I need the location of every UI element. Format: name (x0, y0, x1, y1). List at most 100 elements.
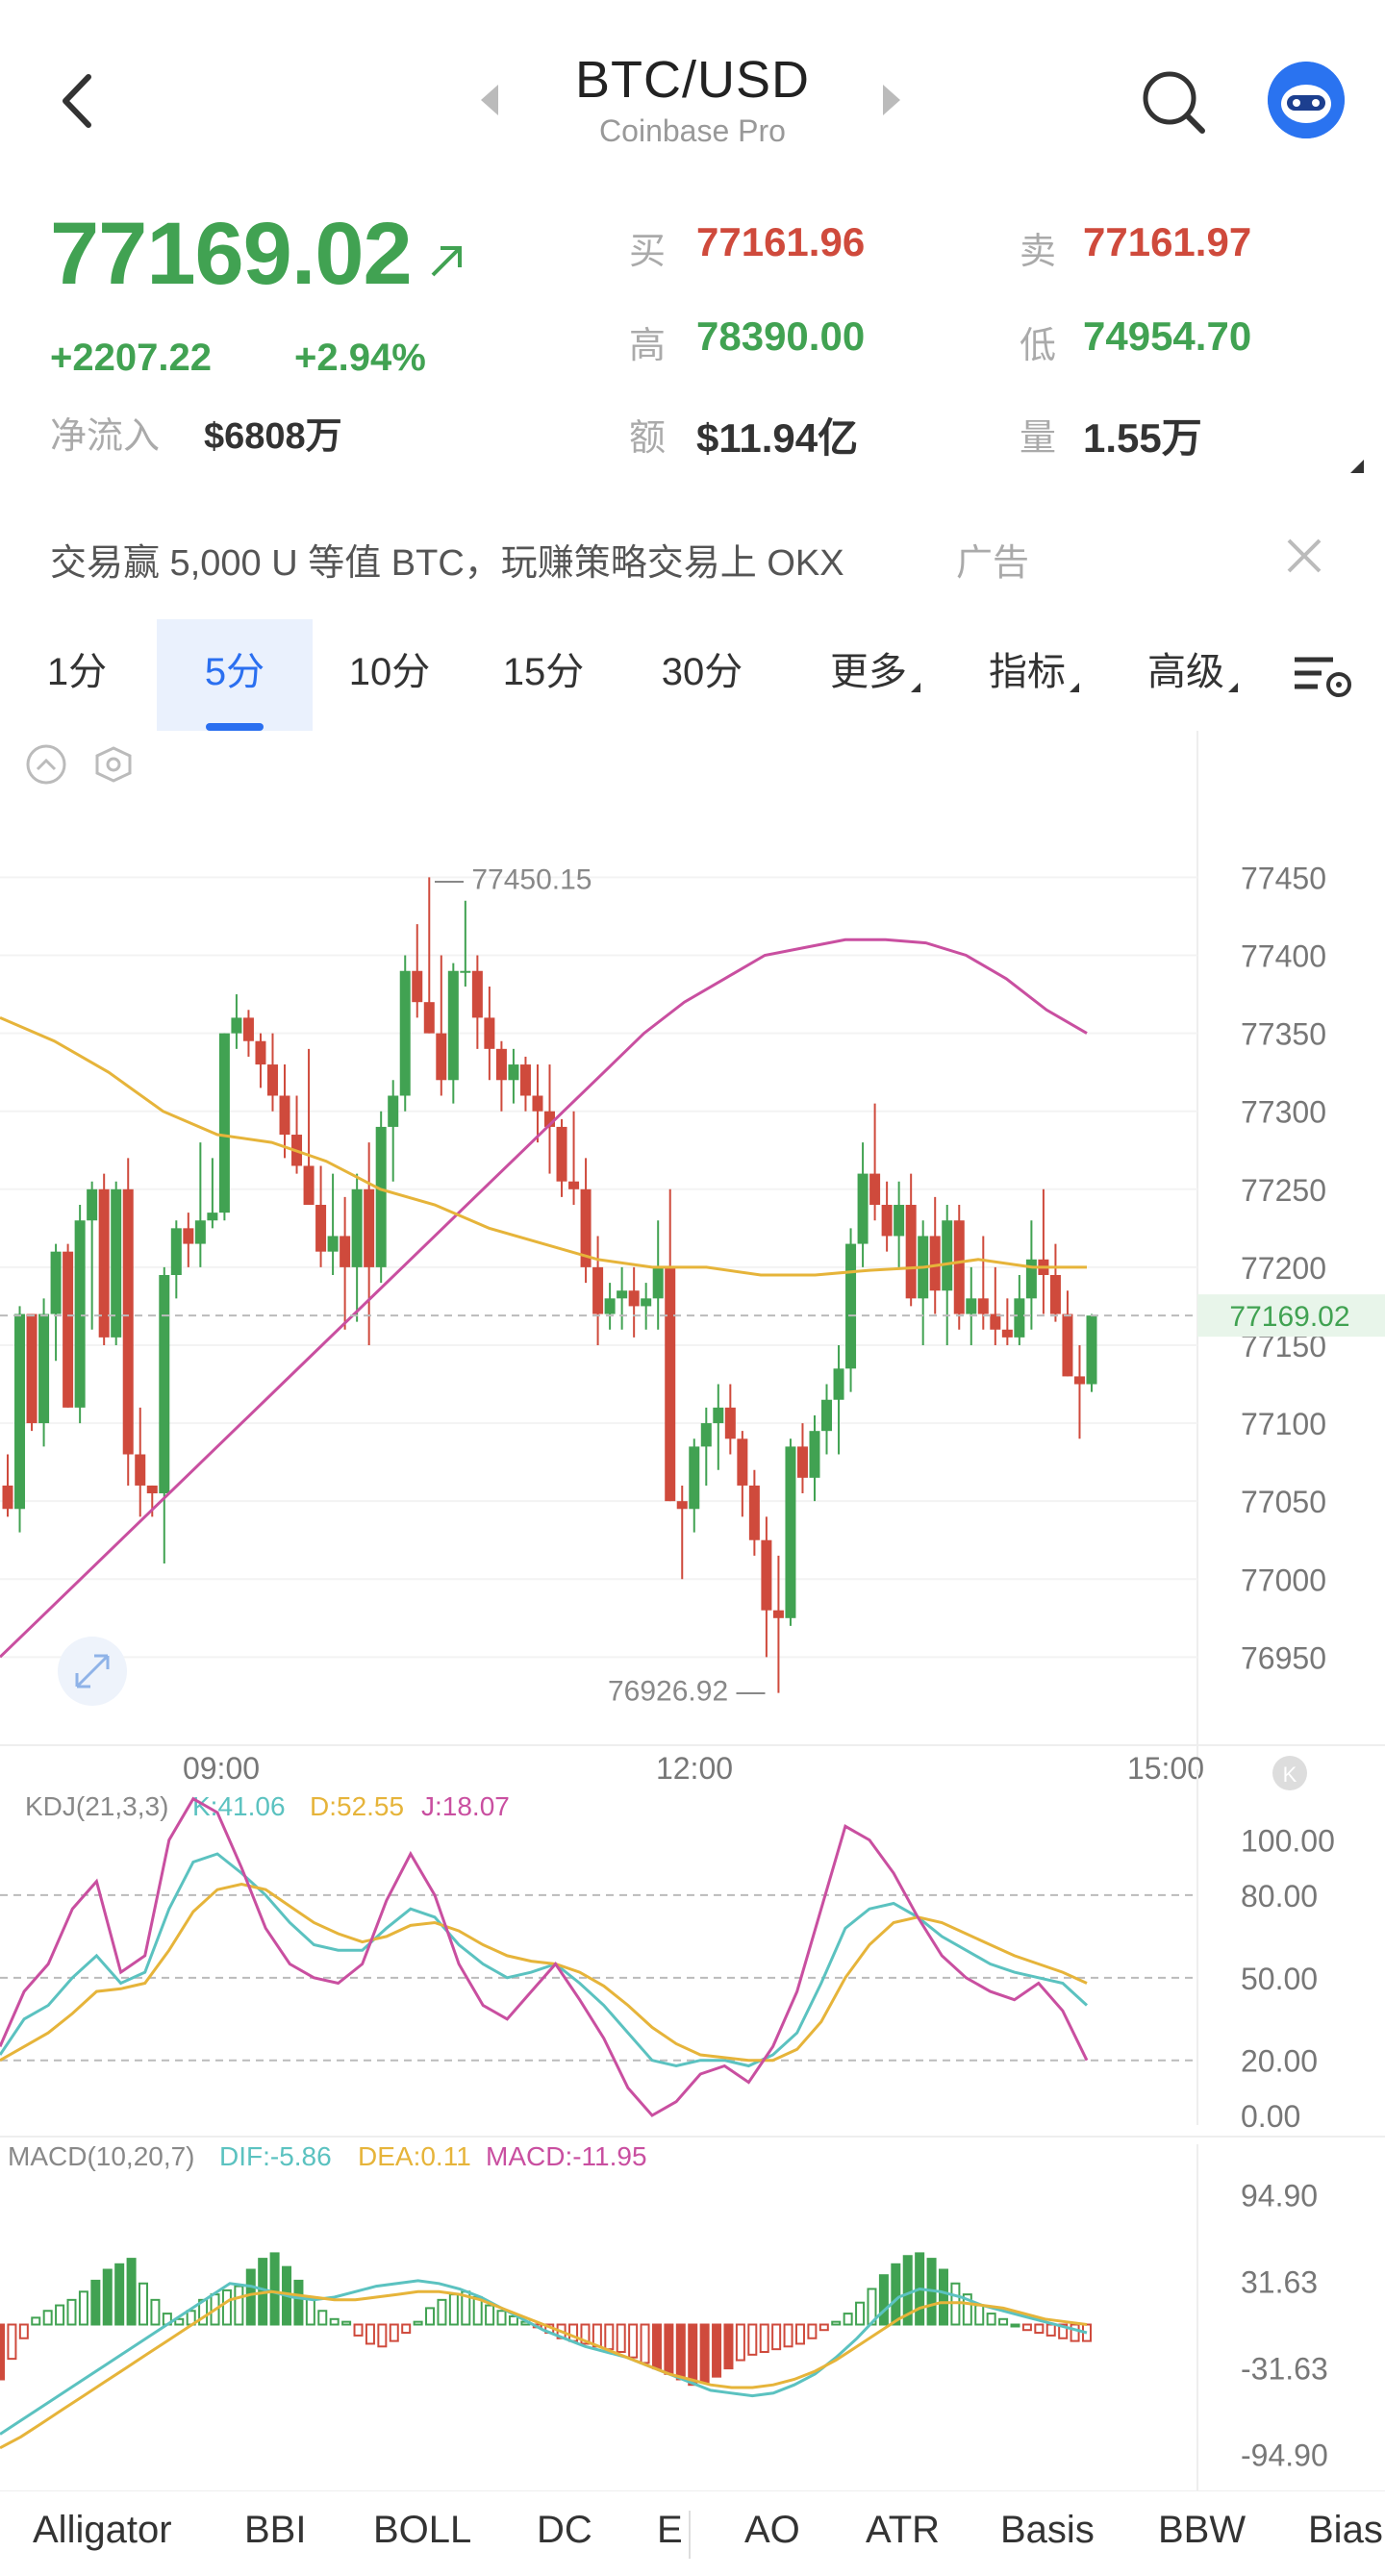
tab-label: 更多 (830, 651, 907, 693)
ad-banner-text[interactable]: 交易赢 5,000 U 等值 BTC，玩赚策略交易上 OKX (50, 543, 844, 584)
indicator-basis[interactable]: Basis (1000, 2509, 1095, 2551)
macd-tick-label: -31.63 (1241, 2352, 1328, 2387)
candle-body (63, 1251, 74, 1408)
ad-tag: 广告 (956, 543, 1030, 584)
dropdown-triangle-icon (1070, 683, 1079, 692)
indicator-ao[interactable]: AO (744, 2509, 800, 2551)
macd-bar (902, 2255, 913, 2326)
back-arrow-icon[interactable] (48, 58, 106, 144)
indicator-dc[interactable]: DC (537, 2509, 592, 2551)
price-chart[interactable]: 7745077400773507730077250772007715077100… (0, 731, 1385, 2490)
macd-bar (234, 2285, 244, 2326)
candle-body (737, 1438, 748, 1486)
candle-body (26, 1313, 38, 1424)
close-icon[interactable] (1283, 535, 1325, 577)
tab-5m[interactable]: 5分 (157, 619, 313, 731)
tab-30m[interactable]: 30分 (640, 619, 765, 731)
macd-bar (437, 2298, 447, 2326)
tab-more[interactable]: 更多 (808, 619, 943, 731)
candle-body (821, 1399, 833, 1432)
gear-center-icon (106, 757, 121, 772)
candle-body (471, 970, 483, 1018)
volume-label: 量 (1020, 418, 1057, 459)
y-tick-label: 77050 (1241, 1485, 1326, 1519)
robot-avatar-icon[interactable] (1268, 62, 1345, 138)
kdj-panel: KDJ(21,3,3) K:41.06 D:52.55 J:18.07100.0080… (0, 1769, 1385, 2138)
indicator-alligator[interactable]: Alligator (33, 2509, 172, 2551)
candle-body (532, 1095, 543, 1112)
candle-body (266, 1064, 278, 1096)
prev-pair-icon[interactable] (481, 85, 498, 115)
candle-body (869, 1173, 881, 1206)
x-tick-label: 12:00 (656, 1751, 733, 1786)
pan-handle-label: K (1283, 1763, 1297, 1787)
tab-advanced[interactable]: 高级 (1125, 619, 1260, 731)
tab-label: 指标 (989, 651, 1066, 693)
pair-title[interactable]: BTC/USD Coinbase Pro (404, 50, 981, 149)
candle-body (218, 1033, 230, 1213)
macd-bar (651, 2323, 662, 2370)
candle-body (700, 1423, 712, 1447)
tab-indicators[interactable]: 指标 (967, 619, 1101, 731)
candle-body (929, 1236, 941, 1291)
indicator-bbi[interactable]: BBI (244, 2509, 307, 2551)
candle-body (87, 1188, 98, 1221)
candle-body (255, 1040, 266, 1065)
tab-15m[interactable]: 15分 (481, 619, 606, 731)
candle-body (388, 1095, 399, 1127)
indicator-bbw[interactable]: BBW (1158, 2509, 1246, 2551)
search-icon[interactable] (1139, 67, 1208, 137)
macd-bar (1070, 2323, 1080, 2342)
macd-bar (317, 2310, 328, 2326)
indicator-atr[interactable]: ATR (866, 2509, 941, 2551)
candle-body (436, 1033, 447, 1081)
macd-bar (126, 2258, 137, 2326)
chart-settings-icon[interactable] (1289, 646, 1356, 704)
net-inflow-label: 净流入 (50, 416, 161, 457)
kdj-d-line (0, 1882, 1088, 2063)
macd-bar (448, 2293, 459, 2326)
macd-bar (78, 2290, 88, 2326)
next-pair-icon[interactable] (883, 85, 900, 115)
tab-10m[interactable]: 10分 (327, 619, 452, 731)
y-tick-label: 77000 (1241, 1563, 1326, 1597)
macd-dif-line (0, 2279, 1088, 2436)
candlestick-panel: 7745077400773507730077250772007715077100… (0, 731, 1385, 1790)
exchange-name: Coinbase Pro (599, 113, 786, 148)
macd-bar (496, 2310, 507, 2326)
candle-body (894, 1205, 905, 1237)
ask-label: 卖 (1020, 232, 1057, 272)
macd-bar (998, 2317, 1009, 2326)
candle-body (194, 1220, 206, 1244)
macd-bar (389, 2323, 399, 2342)
candle-body (364, 1188, 375, 1267)
kdj-d-label: D:52.55 (310, 1791, 404, 1821)
candle-body (231, 1017, 242, 1034)
candle-body (183, 1228, 194, 1244)
candle-body (519, 1064, 531, 1096)
macd-bar (413, 2320, 423, 2326)
y-tick-label: 77350 (1241, 1017, 1326, 1052)
macd-bar (986, 2313, 996, 2326)
kdj-tick-label: 50.00 (1241, 1962, 1318, 1996)
tab-label: 30分 (661, 651, 743, 693)
tab-1m[interactable]: 1分 (19, 619, 135, 731)
candle-body (724, 1407, 736, 1439)
indicator-e[interactable]: E (657, 2509, 683, 2551)
dropdown-triangle-icon (1228, 683, 1238, 692)
macd-bar (0, 2323, 5, 2381)
candle-body (977, 1298, 989, 1314)
indicator-bias[interactable]: Bias (1308, 2509, 1383, 2551)
indicator-boll[interactable]: BOLL (373, 2509, 472, 2551)
candle-body (592, 1266, 604, 1314)
kdj-k-line (0, 1852, 1089, 2068)
macd-bar (628, 2323, 639, 2359)
macd-bar (377, 2323, 388, 2348)
expand-stats-icon[interactable] (1350, 460, 1364, 473)
kdj-tick-label: 0.00 (1241, 2099, 1300, 2134)
ma-line-pink (0, 938, 1088, 1659)
macd-bar (365, 2323, 375, 2345)
last-price: 77169.02 (50, 205, 413, 303)
candle-body (1086, 1315, 1097, 1385)
pan-handle-icon (1272, 1756, 1307, 1790)
